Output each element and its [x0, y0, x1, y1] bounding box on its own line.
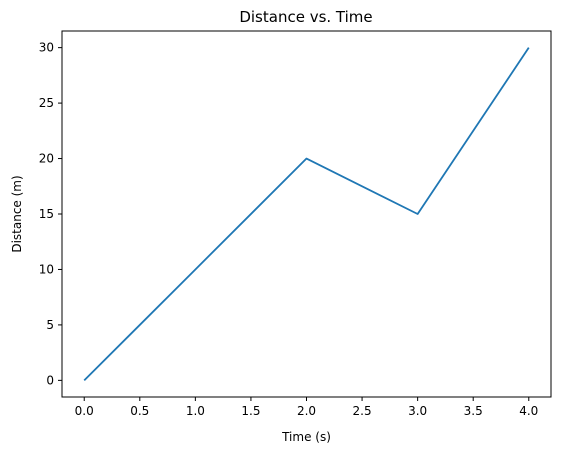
- y-tick-label: 5: [46, 318, 54, 332]
- x-tick-label: 0.5: [130, 404, 149, 418]
- x-tick-label: 1.0: [186, 404, 205, 418]
- x-axis-ticks: 0.0 0.5 1.0 1.5 2.0 2.5 3.0 3.5 4.0: [75, 397, 538, 418]
- series-layer: [83, 47, 530, 382]
- x-tick-label: 4.0: [519, 404, 538, 418]
- x-tick-label: 1.5: [241, 404, 260, 418]
- y-tick-label: 30: [39, 41, 54, 55]
- plot-area: [61, 30, 552, 398]
- chart-title: Distance vs. Time: [239, 8, 372, 26]
- y-axis-label: Distance (m): [10, 175, 24, 252]
- x-tick-label: 2.5: [353, 404, 372, 418]
- x-axis-label: Time (s): [281, 430, 331, 444]
- y-tick-label: 20: [39, 152, 54, 166]
- x-tick-label: 3.5: [464, 404, 483, 418]
- y-tick-label: 25: [39, 96, 54, 110]
- plot-frame: [61, 30, 552, 398]
- y-tick-label: 15: [39, 207, 54, 221]
- y-tick-label: 0: [46, 373, 54, 387]
- x-tick-label: 2.0: [297, 404, 316, 418]
- x-tick-label: 3.0: [408, 404, 427, 418]
- series-line: [83, 47, 530, 382]
- x-tick-label: 0.0: [75, 404, 94, 418]
- y-tick-label: 10: [39, 262, 54, 276]
- y-axis-ticks: 0 5 10 15 20 25 30: [39, 41, 62, 387]
